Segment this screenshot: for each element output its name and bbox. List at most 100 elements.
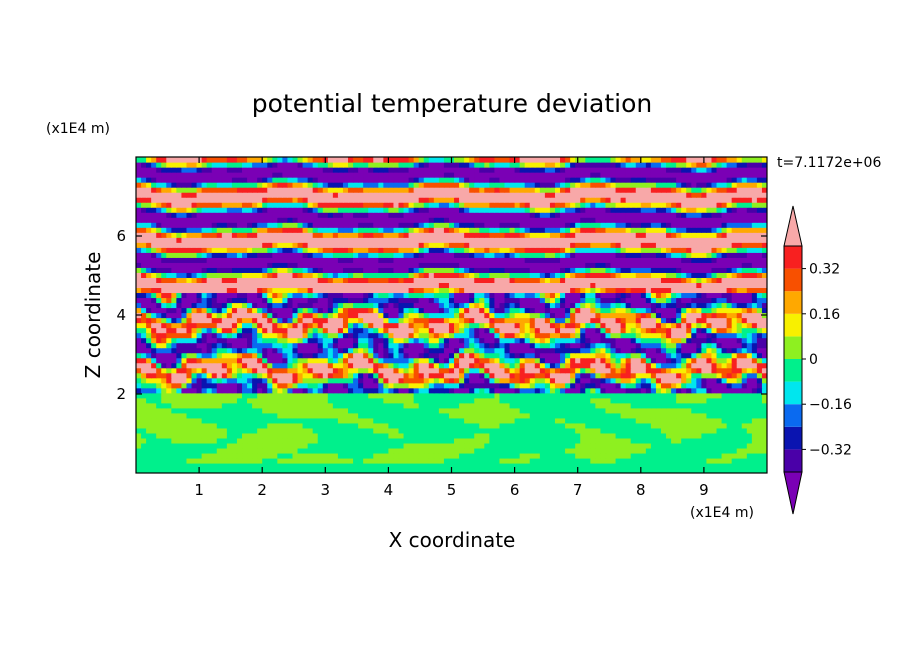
contour-cell <box>418 407 425 414</box>
contour-cell <box>701 417 708 424</box>
contour-cell <box>297 332 304 339</box>
contour-cell <box>524 287 531 294</box>
contour-cell <box>494 312 501 319</box>
contour-cell <box>388 342 395 349</box>
contour-cell <box>312 297 319 304</box>
contour-cell <box>262 392 268 399</box>
contour-cell <box>221 402 228 409</box>
contour-cell <box>247 407 253 414</box>
contour-cell <box>433 317 440 324</box>
contour-cell <box>428 342 435 349</box>
contour-cell <box>585 327 591 334</box>
contour-cell <box>231 432 238 439</box>
contour-cell <box>186 277 193 283</box>
contour-cell <box>615 437 622 444</box>
contour-cell <box>539 342 546 349</box>
contour-cell <box>554 322 561 329</box>
contour-cell <box>751 372 758 379</box>
contour-cell <box>287 457 294 464</box>
contour-cell <box>211 382 218 389</box>
contour-cell <box>262 447 268 454</box>
contour-cell <box>524 312 531 319</box>
contour-cell <box>691 427 697 434</box>
contour-cell <box>378 342 384 349</box>
contour-cell <box>156 312 162 319</box>
contour-cell <box>171 332 177 339</box>
contour-cell <box>247 337 253 344</box>
contour-cell <box>448 417 455 424</box>
contour-cell <box>332 397 339 404</box>
contour-cell <box>610 397 617 404</box>
contour-cell <box>146 282 152 289</box>
contour-cell <box>549 392 556 399</box>
contour-cell <box>136 447 142 454</box>
contour-cell <box>746 297 753 304</box>
contour-cell <box>494 392 501 399</box>
contour-cell <box>252 397 258 404</box>
contour-cell <box>585 272 591 278</box>
contour-cell <box>438 417 445 424</box>
contour-cell <box>509 367 516 374</box>
contour-cell <box>681 452 687 459</box>
contour-cell <box>282 347 289 354</box>
contour-cell <box>413 392 420 399</box>
contour-cell <box>413 467 420 473</box>
contour-cell <box>645 327 652 334</box>
contour-cell <box>610 387 617 394</box>
contour-cell <box>242 302 248 309</box>
contour-cell <box>231 287 238 294</box>
contour-cell <box>640 307 647 314</box>
contour-cell <box>590 397 596 404</box>
contour-cell <box>363 447 369 454</box>
contour-cell <box>509 347 516 354</box>
contour-cell <box>211 307 218 314</box>
contour-cell <box>464 287 470 294</box>
contour-cell <box>383 342 389 349</box>
contour-cell <box>448 322 455 329</box>
contour-cell <box>141 447 147 454</box>
contour-cell <box>666 277 672 283</box>
contour-cell <box>373 282 379 289</box>
contour-cell <box>696 432 702 439</box>
contour-cell <box>731 402 738 409</box>
contour-cell <box>600 427 607 434</box>
contour-cell <box>630 382 637 389</box>
contour-cell <box>610 352 617 359</box>
contour-cell <box>741 442 748 449</box>
contour-cell <box>322 417 329 424</box>
contour-cell <box>312 447 319 454</box>
contour-cell <box>231 297 238 304</box>
contour-cell <box>716 362 723 369</box>
contour-cell <box>534 432 541 439</box>
contour-cell <box>292 382 299 389</box>
contour-cell <box>761 382 767 389</box>
contour-cell <box>297 307 304 314</box>
contour-cell <box>171 307 177 314</box>
contour-cell <box>489 447 496 454</box>
contour-cell <box>605 327 612 334</box>
contour-cell <box>242 297 248 304</box>
contour-cell <box>499 322 506 329</box>
contour-cell <box>322 462 329 469</box>
contour-cell <box>630 427 637 434</box>
contour-cell <box>640 282 647 289</box>
contour-cell <box>494 372 501 379</box>
contour-cell <box>746 402 753 409</box>
contour-cell <box>191 327 198 334</box>
contour-cell <box>580 297 586 304</box>
contour-cell <box>554 292 561 299</box>
contour-cell <box>448 387 455 394</box>
contour-cell <box>671 462 677 469</box>
contour-cell <box>605 382 612 389</box>
contour-cell <box>469 372 475 379</box>
contour-cell <box>716 277 723 283</box>
contour-cell <box>252 352 258 359</box>
contour-cell <box>282 297 289 304</box>
contour-cell <box>312 357 319 364</box>
contour-cell <box>191 322 198 329</box>
contour-cell <box>242 407 248 414</box>
contour-cell <box>464 442 470 449</box>
contour-cell <box>716 322 723 329</box>
contour-cell <box>171 312 177 319</box>
contour-cell <box>539 427 546 434</box>
